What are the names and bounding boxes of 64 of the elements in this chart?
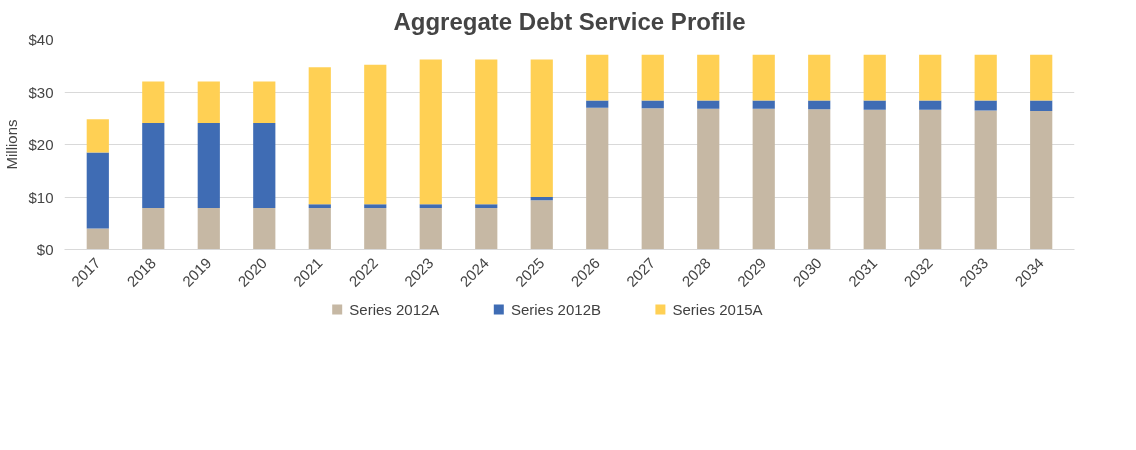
bar	[475, 204, 498, 209]
bar	[641, 108, 664, 250]
bar	[641, 100, 664, 109]
bar	[752, 100, 775, 109]
bar	[697, 100, 720, 109]
bar	[863, 109, 886, 250]
y-axis-title: Millions	[3, 119, 21, 170]
bar	[697, 108, 720, 250]
bar	[808, 100, 831, 110]
bar	[308, 67, 331, 205]
bar	[142, 122, 165, 209]
bar	[863, 100, 886, 110]
bar	[1030, 100, 1053, 111]
bar	[364, 208, 387, 250]
bar	[697, 54, 720, 101]
bar	[974, 54, 997, 101]
bar	[1030, 110, 1053, 250]
bar	[475, 208, 498, 250]
legend-label: Series 2012B	[510, 301, 601, 318]
bar	[1030, 54, 1053, 101]
bar	[197, 208, 220, 250]
chart-title: Aggregate Debt Service Profile	[393, 7, 746, 35]
bar	[253, 81, 276, 123]
bar	[86, 228, 109, 250]
bar	[364, 204, 387, 209]
bar	[808, 109, 831, 250]
bar	[419, 204, 442, 209]
bar	[197, 122, 220, 209]
bar	[419, 208, 442, 250]
bar	[974, 100, 997, 111]
bar	[586, 107, 609, 250]
y-tick-label: $30	[28, 83, 54, 101]
bar	[919, 54, 942, 101]
bar	[475, 59, 498, 205]
bar	[919, 109, 942, 250]
bar	[974, 110, 997, 250]
bar	[863, 54, 886, 101]
y-tick-label: $0	[36, 241, 54, 258]
bar	[752, 108, 775, 250]
bar	[530, 197, 553, 201]
bar	[253, 208, 276, 250]
bar	[308, 208, 331, 250]
bar	[308, 204, 331, 209]
y-tick-label: $20	[28, 136, 54, 153]
bar	[142, 81, 165, 123]
bar	[86, 119, 109, 153]
legend-label: Series 2012A	[349, 301, 440, 318]
y-tick-label: $10	[28, 188, 54, 206]
legend-label: Series 2015A	[672, 301, 763, 318]
y-tick-label: $40	[28, 31, 54, 48]
bar	[364, 64, 387, 205]
bar	[530, 59, 553, 197]
bar	[197, 81, 220, 123]
bar	[808, 54, 831, 101]
bar	[530, 200, 553, 250]
bar	[586, 54, 609, 101]
bar	[253, 122, 276, 209]
bar	[142, 208, 165, 250]
bar	[419, 59, 442, 205]
bar	[752, 54, 775, 101]
bar	[641, 54, 664, 101]
bar	[919, 100, 942, 110]
bar	[86, 152, 109, 229]
bar	[586, 100, 609, 108]
